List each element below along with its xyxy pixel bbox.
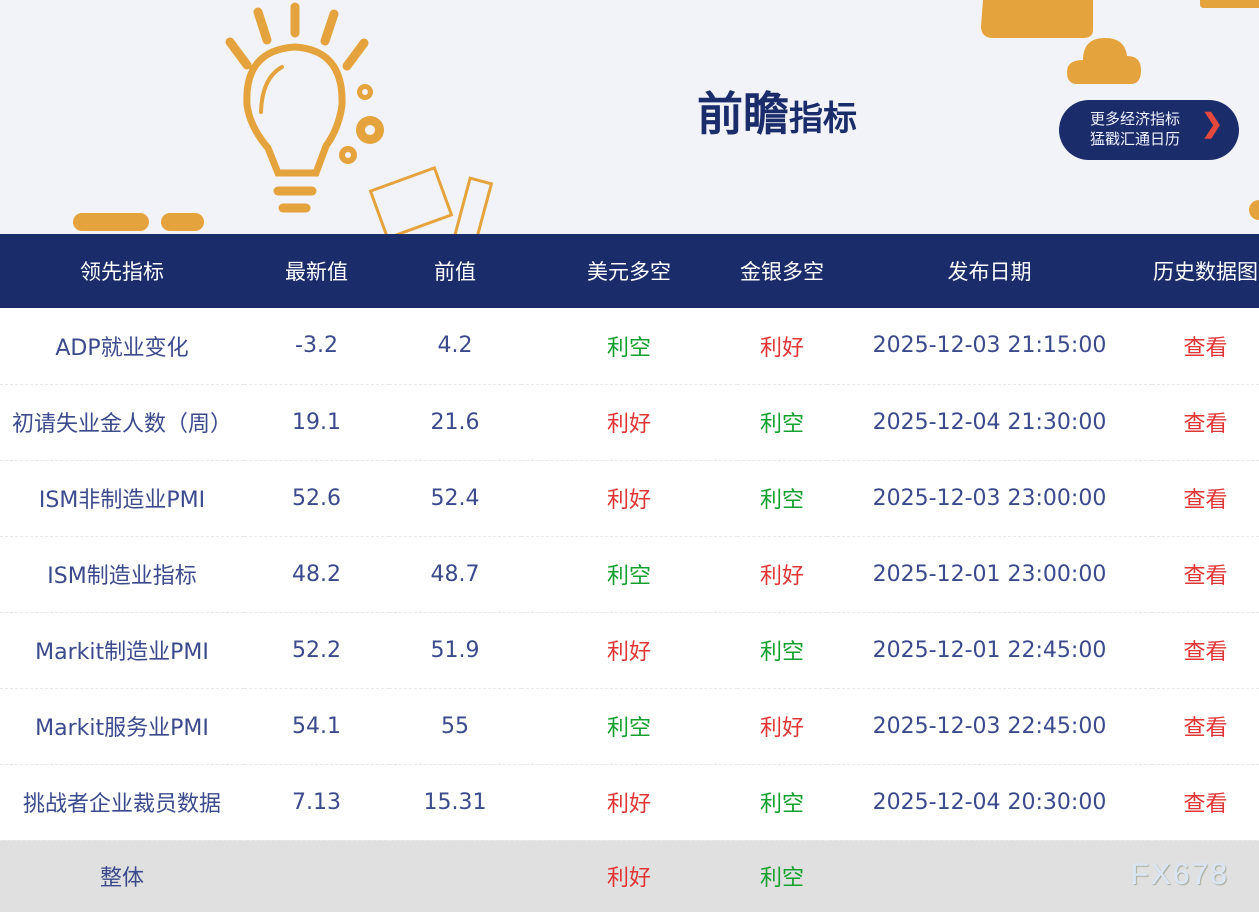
cell-gold-bias: 利空 (737, 384, 827, 461)
total-row: 整体 利好 利空 (0, 840, 1259, 912)
cell-history-chart[interactable]: 查看 (1152, 460, 1259, 537)
cell-release-date: 2025-12-03 23:00:00 (827, 460, 1152, 537)
cell-history-chart[interactable]: 查看 (1152, 536, 1259, 613)
cell-indicator: ISM非制造业PMI (0, 460, 244, 537)
cell-history-chart[interactable]: 查看 (1152, 384, 1259, 461)
cell-latest: 52.6 (244, 460, 389, 537)
watermark: FX678 (1130, 858, 1229, 891)
table-row: 挑战者企业裁员数据 7.13 15.31 利好 利空 2025-12-04 20:30:0… (0, 764, 1259, 841)
cell-latest: -3.2 (244, 308, 389, 385)
table-row: ISM制造业指标 48.2 48.7 利空 利好 2025-12-01 23:00:00 查… (0, 536, 1259, 613)
cell-usd-bias: 利空 (521, 688, 737, 765)
cell-previous: 52.4 (389, 460, 521, 537)
cell-previous: 4.2 (389, 308, 521, 385)
total-gold: 利空 (737, 840, 827, 912)
page-title: 前瞻指标 (697, 78, 857, 144)
cell-latest: 19.1 (244, 384, 389, 461)
cell-indicator: ADP就业变化 (0, 308, 244, 385)
table-row: 初请失业金人数（周） 19.1 21.6 利好 利空 2025-12-04 21:30:0… (0, 384, 1259, 461)
cell-previous: 21.6 (389, 384, 521, 461)
cell-previous: 51.9 (389, 612, 521, 689)
header-usd-bias: 美元多空 (521, 234, 737, 308)
total-usd: 利好 (521, 840, 737, 912)
banner: 前瞻指标 更多经济指标 猛戳汇通日历 ❯ (0, 0, 1259, 234)
cell-gold-bias: 利空 (737, 460, 827, 537)
cell-latest: 54.1 (244, 688, 389, 765)
table-row: ISM非制造业PMI 52.6 52.4 利好 利空 2025-12-03 23:00:0… (0, 460, 1259, 537)
header-gold-bias: 金银多空 (737, 234, 827, 308)
indicators-table: 领先指标 最新值 前值 美元多空 金银多空 发布日期 历史数据图 ADP就业变化 -3.2 4.… (0, 234, 1259, 912)
cell-indicator: Markit服务业PMI (0, 688, 244, 765)
title-big: 前瞻 (697, 87, 789, 141)
header-release-date: 发布日期 (827, 234, 1152, 308)
more-line1: 更多经济指标 (1090, 110, 1181, 128)
cell-indicator: 初请失业金人数（周） (0, 384, 244, 461)
cell-history-chart[interactable]: 查看 (1152, 612, 1259, 689)
cell-history-chart (1152, 840, 1259, 912)
cell-previous: 55 (389, 688, 521, 765)
table-row: ADP就业变化 -3.2 4.2 利空 利好 2025-12-03 21:15:00 查看 (0, 308, 1259, 385)
more-line2: 猛戳汇通日历 (1090, 130, 1181, 148)
cell-release-date: 2025-12-03 22:45:00 (827, 688, 1152, 765)
cell-gold-bias: 利好 (737, 536, 827, 613)
cell-latest: 7.13 (244, 764, 389, 841)
cell-gold-bias: 利好 (737, 308, 827, 385)
cell-previous: 48.7 (389, 536, 521, 613)
header-indicator: 领先指标 (0, 234, 244, 308)
header-latest: 最新值 (244, 234, 389, 308)
cell-release-date: 2025-12-01 22:45:00 (827, 612, 1152, 689)
cell-release-date: 2025-12-04 21:30:00 (827, 384, 1152, 461)
cell-usd-bias: 利好 (521, 460, 737, 537)
table-row: Markit服务业PMI 54.1 55 利空 利好 2025-12-03 22:45:0… (0, 688, 1259, 765)
cell-indicator: Markit制造业PMI (0, 612, 244, 689)
cell-indicator: 挑战者企业裁员数据 (0, 764, 244, 841)
cell-usd-bias: 利空 (521, 536, 737, 613)
cell-gold-bias: 利空 (737, 764, 827, 841)
cell-gold-bias: 利好 (737, 688, 827, 765)
table-header: 领先指标 最新值 前值 美元多空 金银多空 发布日期 历史数据图 (0, 234, 1259, 308)
cell-usd-bias: 利空 (521, 308, 737, 385)
more-indicators-button[interactable]: 更多经济指标 猛戳汇通日历 ❯ (1059, 100, 1239, 160)
cell-history-chart[interactable]: 查看 (1152, 308, 1259, 385)
cell-release-date: 2025-12-04 20:30:00 (827, 764, 1152, 841)
cell-indicator: ISM制造业指标 (0, 536, 244, 613)
total-label: 整体 (0, 840, 244, 912)
cell-usd-bias: 利好 (521, 384, 737, 461)
lightbulb-illustration-icon (73, 0, 1259, 234)
cell-latest (244, 840, 389, 912)
header-previous: 前值 (389, 234, 521, 308)
title-small: 指标 (789, 99, 857, 139)
cell-usd-bias: 利好 (521, 764, 737, 841)
cell-release-date: 2025-12-03 21:15:00 (827, 308, 1152, 385)
cell-release-date (827, 840, 1152, 912)
cell-latest: 52.2 (244, 612, 389, 689)
cell-usd-bias: 利好 (521, 612, 737, 689)
cell-previous (389, 840, 521, 912)
cell-history-chart[interactable]: 查看 (1152, 764, 1259, 841)
cell-gold-bias: 利空 (737, 612, 827, 689)
table-row: Markit制造业PMI 52.2 51.9 利好 利空 2025-12-01 22:45… (0, 612, 1259, 689)
header-history-chart: 历史数据图 (1152, 234, 1259, 308)
cell-history-chart[interactable]: 查看 (1152, 688, 1259, 765)
cell-latest: 48.2 (244, 536, 389, 613)
cell-previous: 15.31 (389, 764, 521, 841)
cell-release-date: 2025-12-01 23:00:00 (827, 536, 1152, 613)
chevron-right-icon: ❯ (1201, 109, 1223, 139)
